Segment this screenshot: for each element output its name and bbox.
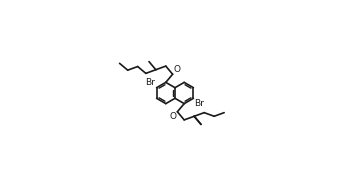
Text: Br: Br bbox=[146, 78, 155, 87]
Text: O: O bbox=[170, 112, 177, 121]
Text: Br: Br bbox=[195, 99, 204, 108]
Text: O: O bbox=[173, 65, 180, 74]
